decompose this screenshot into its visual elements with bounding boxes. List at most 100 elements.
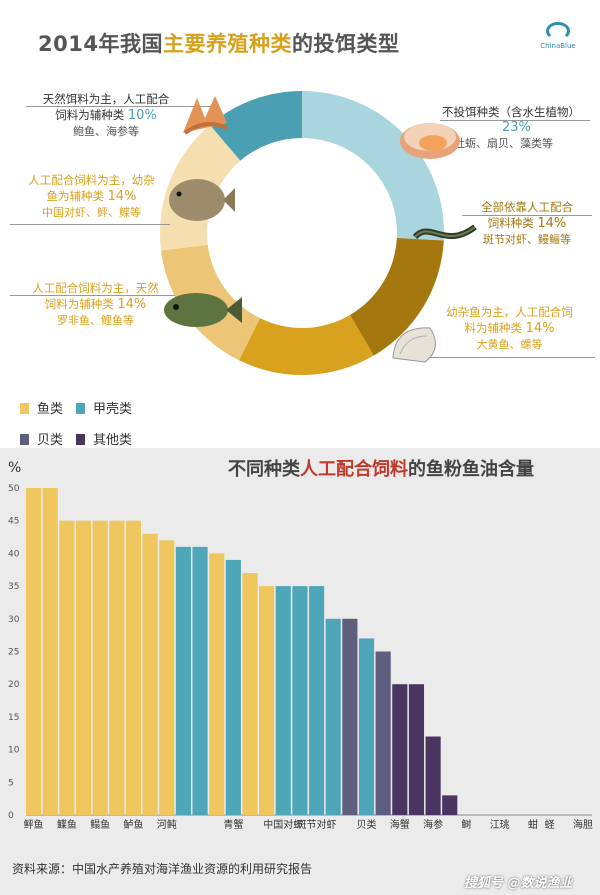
legend-shellfish-swatch — [20, 434, 29, 445]
y-tick-label: 20 — [8, 680, 20, 690]
label-no-feed-pct: 23% — [502, 120, 531, 135]
leader-line-natural-main — [26, 106, 216, 107]
bar — [425, 736, 441, 815]
donut-title-highlight: 主要养殖种类 — [162, 32, 292, 56]
bar — [442, 795, 458, 815]
legend-fish-swatch — [20, 403, 29, 414]
bar — [408, 684, 425, 815]
bar — [159, 540, 175, 815]
bar-title-highlight: 人工配合饲料 — [300, 459, 408, 480]
eel-illustration — [412, 224, 477, 240]
x-tick-label: 河鲀 — [157, 818, 177, 830]
legend-shellfish: 贝类 — [20, 429, 63, 448]
flounder-illustration — [169, 179, 235, 221]
y-tick-label: 5 — [8, 778, 14, 788]
x-tick-label: 海参 — [423, 818, 443, 830]
label-full-artificial: 全部依靠人工配合 饲料种类 14% 斑节对虾、鳗鲡等 — [462, 199, 592, 248]
label-artificial-natural-species: 罗非鱼、鲤鱼等 — [57, 314, 134, 327]
y-tick-label: 10 — [8, 746, 20, 756]
x-tick-label: 贝类 — [357, 818, 377, 830]
y-tick-label: 50 — [8, 484, 20, 494]
legend-other-label: 其他类 — [93, 433, 133, 448]
x-tick-label: 蚶 — [528, 819, 538, 830]
bar — [92, 520, 108, 815]
bar — [242, 573, 258, 815]
label-natural-main-line1: 天然饵料为主，人工配合 — [42, 92, 170, 106]
bar — [325, 618, 341, 815]
bar-title-pre: 不同种类 — [228, 459, 300, 480]
label-artificial-natural: 人工配合饲料为主，天然 饲料为辅种类 14% 罗非鱼、鲤鱼等 — [18, 280, 173, 329]
leader-line-artificial-natural — [10, 295, 175, 296]
legend-fish-label: 鱼类 — [37, 402, 64, 417]
x-tick-label: 海蟹 — [390, 818, 410, 830]
y-tick-label: 40 — [8, 549, 20, 559]
tilapia-illustration — [164, 293, 242, 327]
leader-line-trash-fish — [430, 357, 595, 358]
donut-slice-2 — [239, 314, 374, 376]
label-artificial-natural-pct: 14% — [117, 297, 147, 312]
bar-chart-title: 不同种类人工配合饲料的鱼粉鱼油含量 — [228, 455, 534, 481]
legend-crustacean-label: 甲壳类 — [93, 402, 133, 417]
x-tick-label: 海胆 — [573, 818, 593, 830]
label-trash-fish-pct: 14% — [525, 321, 555, 336]
label-artificial-natural-line1: 人工配合饲料为主，天然 — [32, 281, 159, 295]
label-trash-fish: 幼杂鱼为主，人工配合饲 料为辅种类 14% 大黄鱼、螺等 — [432, 304, 587, 353]
label-artificial-trash-line2: 鱼为辅种类 — [46, 189, 104, 203]
bar — [259, 586, 275, 815]
bar — [375, 651, 391, 815]
y-tick-label: 45 — [8, 517, 19, 527]
donut-slice-1 — [349, 238, 444, 356]
bar — [59, 520, 75, 815]
bar-chart: 0 5 10 15 20 25 30 35 40 45 50 鲆鱼 鲽鱼 鳎鱼 鲈鱼 河鲀 青蟹 中国对虾斑节对虾… — [8, 484, 593, 830]
x-tick-label: 斑节对虾 — [297, 818, 337, 830]
y-tick-label: 15 — [8, 713, 19, 723]
bar — [392, 684, 408, 815]
label-natural-main: 天然饵料为主，人工配合 饲料为辅种类 10% 鲍鱼、海参等 — [26, 91, 186, 140]
y-tick-label: 30 — [8, 615, 20, 625]
bar — [342, 618, 358, 815]
label-trash-fish-species: 大黄鱼、螺等 — [476, 338, 543, 351]
abalone-illustration — [183, 96, 228, 135]
label-full-artificial-species: 斑节对虾、鳗鲡等 — [483, 233, 571, 246]
legend-shellfish-label: 贝类 — [37, 433, 64, 448]
x-tick-label: 鲥 — [461, 818, 471, 830]
label-full-artificial-line1: 全部依靠人工配合 — [481, 200, 573, 214]
label-natural-main-pct: 10% — [127, 108, 157, 123]
bar — [109, 520, 125, 815]
label-natural-main-species: 鲍鱼、海参等 — [73, 125, 139, 138]
label-artificial-natural-line2: 饲料为辅种类 — [44, 297, 114, 311]
donut-title-pre: 2014年我国 — [38, 32, 163, 56]
bar — [26, 488, 42, 815]
y-tick-label: 35 — [8, 582, 19, 592]
source-note: 资料来源：中国水产养殖对海洋渔业资源的利用研究报告 — [12, 862, 313, 876]
x-tick-label: 鲽鱼 — [57, 818, 77, 830]
logo-text: ChinaBlue — [540, 42, 576, 50]
logo-eye-icon — [546, 22, 570, 40]
x-tick-label: 中国对虾 — [263, 818, 303, 830]
legend-other: 其他类 — [76, 429, 132, 448]
legend-crustacean-swatch — [76, 403, 85, 414]
donut-title: 2014年我国主要养殖种类的投饵类型 — [38, 28, 399, 58]
x-tick-label: 青蟹 — [223, 818, 243, 830]
donut-slice-5 — [209, 91, 302, 161]
label-artificial-trash-pct: 14% — [107, 189, 137, 204]
bar — [358, 638, 375, 815]
bar — [175, 546, 191, 815]
label-full-artificial-pct: 14% — [537, 216, 567, 231]
leader-line-no-feed — [440, 120, 590, 121]
watermark: 搜狐号 @数说渔业 — [464, 876, 573, 891]
bar — [309, 586, 325, 815]
x-tick-label: 江珧 — [490, 819, 510, 830]
y-tick-label: 25 — [8, 648, 19, 658]
bar — [125, 520, 142, 815]
donut-title-post: 的投饵类型 — [291, 32, 400, 56]
scallop-illustration — [400, 123, 460, 159]
bar — [275, 586, 291, 815]
x-tick-label: 蛏 — [545, 818, 555, 830]
bar — [42, 488, 58, 815]
legend-fish: 鱼类 — [20, 398, 63, 417]
donut-slice-0 — [302, 91, 444, 241]
x-tick-label: 鲈鱼 — [123, 818, 143, 830]
label-no-feed-species: 牡蛎、扇贝、藻类等 — [454, 137, 553, 150]
label-no-feed: 不投饵种类（含水生植物） 23% 牡蛎、扇贝、藻类等 — [442, 104, 600, 152]
